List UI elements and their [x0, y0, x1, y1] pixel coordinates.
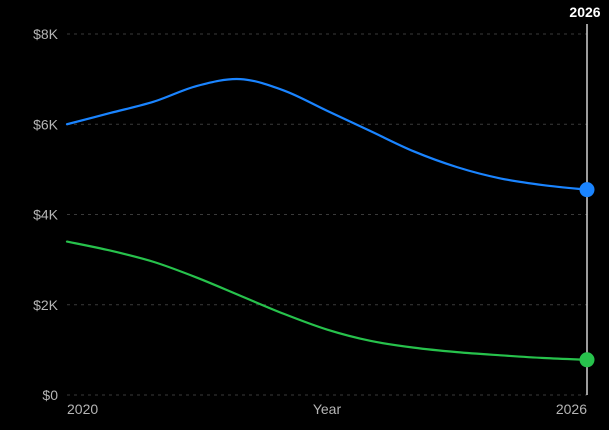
x-tick-label: 2020: [67, 401, 98, 417]
series-line-2: [65, 240, 589, 361]
y-tick-label: $8K: [33, 26, 59, 42]
x-axis-label: Year: [313, 401, 342, 417]
selected-points: [579, 182, 595, 368]
x-tick-label: 2026: [556, 401, 587, 417]
selected-point-1[interactable]: [579, 182, 595, 198]
y-tick-label: $6K: [33, 116, 59, 132]
y-tick-label: $2K: [33, 297, 59, 313]
y-tick-label: $4K: [33, 207, 59, 223]
series-line-1: [65, 77, 589, 191]
y-tick-label: $0: [42, 387, 58, 403]
grid-lines: [67, 33, 587, 396]
series-lines: [65, 77, 589, 361]
selected-year-label: 2026: [569, 4, 600, 20]
selected-point-2[interactable]: [579, 352, 595, 368]
y-axis-ticks: $0 $2K $4K $6K $8K: [33, 26, 59, 403]
x-axis-ticks: 2020 2026: [67, 401, 587, 417]
